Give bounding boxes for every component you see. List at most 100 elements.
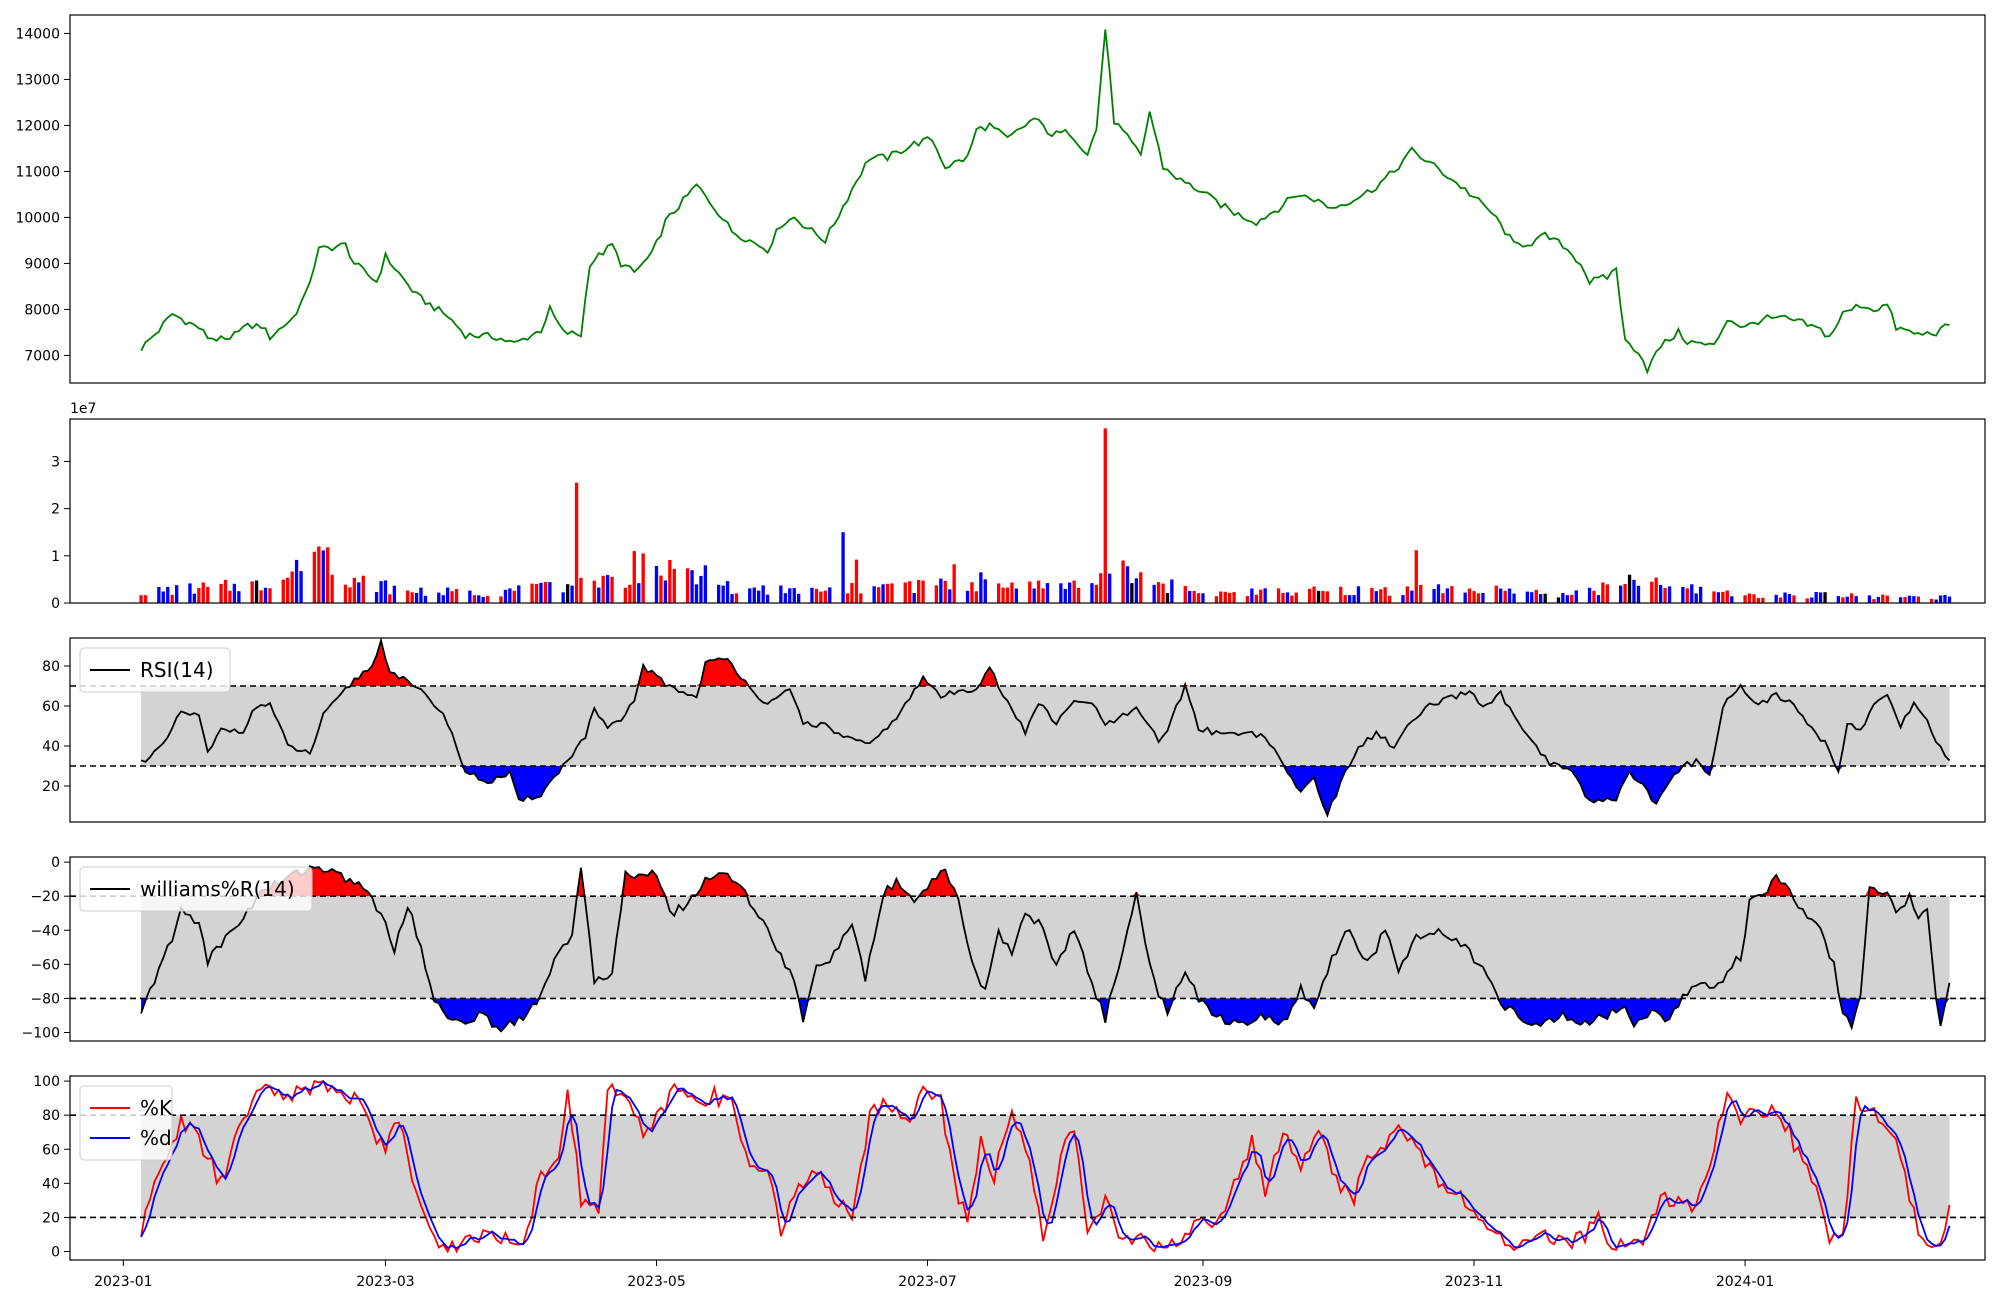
volume-bar	[1436, 584, 1441, 603]
volume-bar	[219, 583, 223, 603]
volume-bar	[1805, 598, 1809, 603]
volume-bar	[1370, 587, 1374, 603]
volume-bar	[1507, 588, 1512, 603]
volume-bar	[850, 583, 854, 603]
volume-bar	[1823, 592, 1827, 603]
volume-bar	[543, 581, 548, 603]
volume-bar	[166, 586, 170, 603]
volume-bar	[810, 587, 814, 603]
volume-bar	[659, 575, 663, 603]
volume-bar	[228, 590, 232, 603]
volume-bar	[1685, 588, 1689, 603]
volume-bar	[1654, 577, 1658, 603]
volume-bar	[1850, 593, 1854, 603]
volume-bar	[232, 583, 237, 603]
volume-bar	[1259, 589, 1263, 603]
price-axes-frame	[69, 14, 1986, 384]
volume-bar	[1001, 587, 1005, 603]
rsi-y-tick-label: 80	[42, 659, 60, 675]
volume-bar	[788, 588, 792, 603]
volume-bar	[1121, 560, 1125, 603]
volume-bar	[1201, 593, 1205, 603]
volume-bar	[1410, 590, 1414, 603]
rsi-oversold-fill	[141, 766, 1950, 816]
volume-bar	[1228, 592, 1232, 603]
volume-bar	[1627, 574, 1632, 603]
volume-bar	[1619, 585, 1623, 603]
volume-bar	[1130, 583, 1134, 603]
price-y-tick-label: 14000	[15, 26, 60, 42]
volume-bar	[983, 579, 987, 603]
williams-y-tick-label: 0	[51, 855, 60, 871]
volume-bar	[1699, 586, 1703, 603]
volume-bar	[1774, 594, 1778, 603]
volume-bar	[1099, 573, 1103, 603]
volume-bar	[1192, 591, 1196, 603]
volume-bar	[1663, 588, 1667, 603]
volume-bar	[192, 593, 197, 603]
volume-bar	[632, 551, 636, 603]
volume-bar	[1690, 584, 1694, 603]
volume-bar	[979, 572, 983, 603]
volume-bar	[637, 583, 641, 603]
volume-bar	[939, 578, 943, 603]
volume-bar	[1659, 585, 1663, 603]
volume-bar	[1161, 583, 1165, 603]
volume-bar	[885, 583, 890, 603]
x-tick-label: 2023-07	[898, 1274, 957, 1290]
volume-bar	[1223, 591, 1227, 603]
volume-bar	[1068, 582, 1072, 603]
volume-bar	[1476, 593, 1481, 603]
volume-bar	[1014, 588, 1019, 603]
volume-bar	[1290, 595, 1294, 603]
volume-bar	[503, 589, 508, 603]
volume-bar	[1472, 591, 1476, 603]
volume-bar	[1343, 595, 1347, 603]
volume-bar	[579, 577, 583, 603]
volume-bar	[201, 582, 205, 603]
volume-bar	[1525, 591, 1530, 603]
volume-bar	[1636, 585, 1641, 603]
volume-bar	[921, 580, 925, 603]
volume-bar	[1165, 593, 1170, 603]
volume-bar	[1281, 593, 1285, 603]
price-y-tick-label: 11000	[15, 164, 60, 180]
volume-bar	[1285, 592, 1290, 603]
rsi-panel: 20 40 60 80 RSI(14)	[42, 637, 1986, 823]
x-tick-label: 2023-09	[1174, 1274, 1233, 1290]
volume-bar	[259, 590, 263, 603]
volume-bar	[1814, 592, 1818, 603]
volume-bar	[903, 582, 907, 603]
stoch-y-tick-label: 40	[42, 1176, 60, 1192]
volume-bar	[765, 594, 770, 603]
volume-bar	[965, 590, 970, 603]
volume-bar	[1512, 593, 1516, 603]
volume-bar	[1032, 588, 1036, 603]
rsi-line	[140, 637, 1951, 818]
volume-bar	[792, 588, 796, 603]
volume-bar	[170, 594, 174, 603]
rsi-axes-frame	[69, 637, 1986, 823]
volume-bar	[1596, 595, 1601, 603]
price-plot-area	[70, 15, 1985, 383]
volume-bar	[1041, 588, 1045, 603]
volume-bar	[499, 596, 503, 603]
volume-bar	[1565, 595, 1570, 603]
x-tick-label: 2023-05	[627, 1274, 686, 1290]
volume-bar	[1903, 597, 1907, 603]
volume-bar	[343, 584, 348, 603]
volume-bar	[997, 583, 1001, 603]
volume-bar	[508, 588, 512, 603]
volume-bar	[1841, 597, 1845, 603]
volume-bar	[1094, 584, 1099, 603]
volume-bar	[263, 587, 268, 603]
x-tick-label: 2024-01	[1716, 1274, 1775, 1290]
volume-bar	[1721, 592, 1725, 603]
volume-bar	[1063, 588, 1067, 603]
volume-bar	[1938, 595, 1943, 603]
volume-bar	[1810, 597, 1814, 603]
volume-bar	[814, 588, 819, 603]
rsi-legend-label: RSI(14)	[140, 658, 214, 682]
volume-bar	[454, 589, 459, 603]
